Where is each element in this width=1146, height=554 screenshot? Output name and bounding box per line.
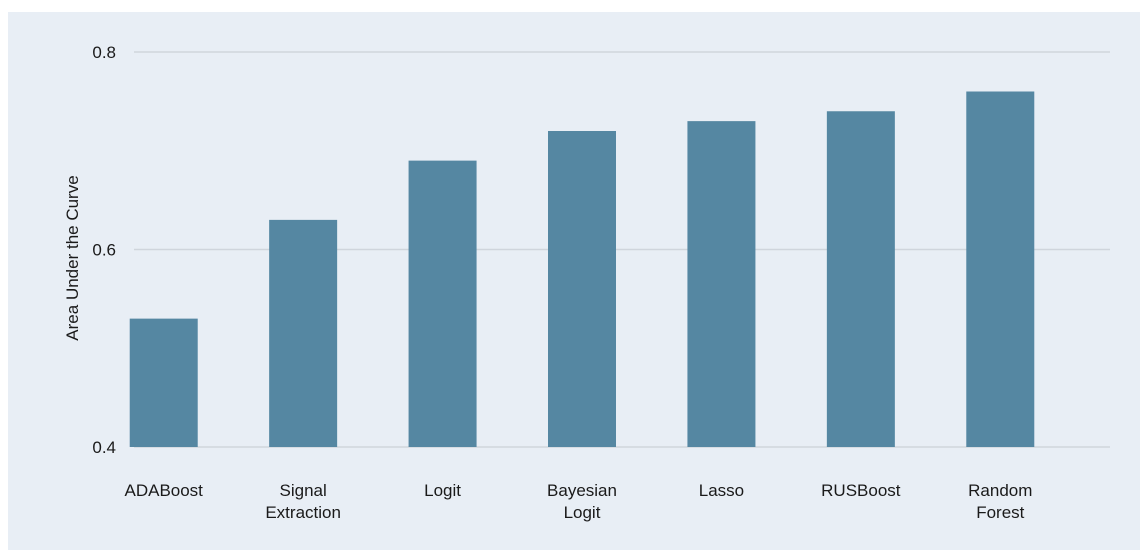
y-tick-label: 0.8 <box>92 43 116 62</box>
y-tick-label: 0.4 <box>92 438 116 457</box>
x-tick-label-line: Bayesian <box>547 481 617 500</box>
x-tick-label: Bayesian Logit <box>547 481 617 522</box>
y-axis-title: Area Under the Curve <box>63 175 82 340</box>
bar <box>408 160 477 447</box>
y-axis-ticks: 0.4 0.6 0.8 <box>92 43 116 457</box>
bar <box>548 131 616 447</box>
x-tick-label-line: Signal <box>280 481 327 500</box>
x-tick-label: ADABoost <box>124 481 203 500</box>
x-tick-label-line: Forest <box>976 503 1024 522</box>
x-axis-labels: ADABoost Signal Extraction Logit Bayesian Log… <box>124 481 1032 522</box>
bar <box>966 91 1035 447</box>
x-tick-label: Logit <box>424 481 461 500</box>
x-tick-label: Signal Extraction <box>265 481 341 522</box>
x-tick-label-line: Extraction <box>265 503 341 522</box>
bar <box>687 121 756 447</box>
bar <box>826 111 895 447</box>
y-tick-label: 0.6 <box>92 241 116 260</box>
bar <box>269 219 338 447</box>
x-tick-label-line: Random <box>968 481 1032 500</box>
chart-panel: 0.4 0.6 0.8 ADABoost Signal Extraction Logit B… <box>8 12 1140 550</box>
x-tick-label: RUSBoost <box>821 481 901 500</box>
x-tick-label-line: RUSBoost <box>821 481 901 500</box>
bars <box>129 91 1035 447</box>
bar <box>129 318 198 447</box>
x-tick-label: Lasso <box>699 481 744 500</box>
x-tick-label: Random Forest <box>968 481 1032 522</box>
x-tick-label-line: Lasso <box>699 481 744 500</box>
x-tick-label-line: ADABoost <box>124 481 203 500</box>
x-tick-label-line: Logit <box>424 481 461 500</box>
x-tick-label-line: Logit <box>564 503 601 522</box>
